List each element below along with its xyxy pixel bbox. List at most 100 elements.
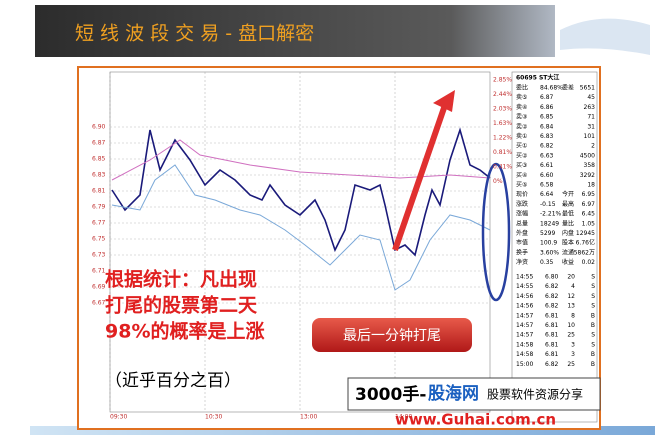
tick-cell: 13 xyxy=(567,303,575,310)
time-label: 13:00 xyxy=(300,414,317,421)
tick-cell: 3 xyxy=(571,341,575,348)
quote-cell: 总量 xyxy=(516,219,528,227)
percent-label: 1.22% xyxy=(493,135,512,142)
tick-cell: 6.81 xyxy=(545,332,559,339)
price-label: 6.69 xyxy=(92,284,106,291)
quote-cell: 收益 xyxy=(562,258,574,266)
quote-cell: 外盘 xyxy=(516,229,528,237)
footer-volume: 3000手- xyxy=(355,384,426,405)
tick-cell: B xyxy=(591,322,595,329)
quote-cell: 6.87 xyxy=(540,94,554,101)
callout-text: 最后一分钟打尾 xyxy=(343,327,441,344)
tick-cell: 14:56 xyxy=(516,303,533,310)
quote-cell: 今开 xyxy=(562,190,574,198)
callout-button xyxy=(312,318,472,352)
tick-cell: 8 xyxy=(571,312,575,319)
tick-cell: S xyxy=(591,274,595,281)
price-label: 6.73 xyxy=(92,252,106,259)
percent-label: 0.41% xyxy=(493,164,512,171)
quote-cell: 买① xyxy=(516,142,527,150)
quote-cell: 6.82 xyxy=(540,143,554,150)
tick-cell: 14:55 xyxy=(516,283,533,290)
quote-cell: 18 xyxy=(587,182,595,189)
price-label: 6.71 xyxy=(92,268,106,275)
quote-cell: 6.86 xyxy=(540,104,554,111)
tick-cell: 6.82 xyxy=(545,361,559,368)
price-label: 6.75 xyxy=(92,236,106,243)
tick-cell: 14:56 xyxy=(516,293,533,300)
tick-cell: 14:58 xyxy=(516,351,533,358)
tick-cell: 14:58 xyxy=(516,341,533,348)
footer-box xyxy=(347,377,601,411)
quote-cell: 358 xyxy=(584,162,596,169)
logo-decoration xyxy=(560,18,650,56)
quote-cell: 5299 xyxy=(540,230,555,237)
quote-cell: 6.58 xyxy=(540,182,554,189)
quote-cell: 18249 xyxy=(540,220,559,227)
quote-cell: 3292 xyxy=(580,172,595,179)
quote-cell: -0.15 xyxy=(540,201,556,208)
quote-cell: 6.84 xyxy=(540,123,554,130)
quote-cell: 3.60% xyxy=(540,249,559,256)
arrow-shaft xyxy=(392,104,448,251)
tick-cell: 6.82 xyxy=(545,303,559,310)
quote-cell: 6.76亿 xyxy=(576,239,595,247)
percent-label: 2.44% xyxy=(493,91,512,98)
annotation-line: 根据统计：凡出现 xyxy=(105,268,257,291)
tick-cell: S xyxy=(591,341,595,348)
quote-cell: 6.83 xyxy=(540,133,554,140)
quote-cell: 现价 xyxy=(516,191,528,198)
quote-cell: 6.60 xyxy=(540,172,554,179)
annotation-line: 打尾的股票第二天 xyxy=(105,294,258,317)
tick-cell: 25 xyxy=(567,361,575,368)
quote-cell: 84.68% xyxy=(540,85,563,92)
quote-cell: 0.35 xyxy=(540,259,554,266)
quote-cell: 委差 xyxy=(562,84,574,92)
tick-cell: 14:57 xyxy=(516,312,533,319)
percent-label: 2.03% xyxy=(493,106,512,113)
quote-cell: 卖③ xyxy=(516,114,527,121)
plot-border xyxy=(109,71,491,413)
quote-cell: 5651 xyxy=(580,85,595,92)
quote-cell: 委比 xyxy=(516,84,528,92)
quote-cell: 卖① xyxy=(516,133,527,140)
time-label: 09:30 xyxy=(110,414,127,421)
tick-cell: S xyxy=(591,303,595,310)
quote-panel xyxy=(511,71,598,423)
quote-cell: 换手 xyxy=(516,248,528,256)
quote-cell: 最低 xyxy=(562,210,574,218)
quote-cell: 涨跌 xyxy=(516,200,528,208)
note: （近乎百分之百） xyxy=(105,371,241,391)
tick-cell: 6.81 xyxy=(545,351,559,358)
tick-cell: S xyxy=(591,293,595,300)
footer-url: www.Guhai.com.cn xyxy=(395,411,556,429)
percent-label: 1.63% xyxy=(493,120,512,127)
quote-cell: 流通 xyxy=(562,248,574,256)
average-line xyxy=(111,139,491,181)
tick-cell: 10 xyxy=(567,322,575,329)
quote-cell: 101 xyxy=(584,133,596,140)
price-line xyxy=(111,127,491,257)
quote-cell: 6.97 xyxy=(582,201,596,208)
footer-brand: 股海网 xyxy=(428,383,479,404)
tick-cell: 20 xyxy=(567,274,575,281)
tick-cell: 3 xyxy=(571,351,575,358)
tick-cell: 6.81 xyxy=(545,322,559,329)
quote-cell: 买④ xyxy=(516,171,527,179)
quote-cell: 买⑤ xyxy=(516,181,527,189)
price-label: 6.85 xyxy=(92,156,106,163)
tick-cell: B xyxy=(591,312,595,319)
tick-cell: 12 xyxy=(567,293,575,300)
highlight-ellipse xyxy=(481,162,511,302)
quote-cell: 0.02 xyxy=(582,259,596,266)
quote-cell: 6.85 xyxy=(540,114,554,121)
quote-cell: 卖② xyxy=(516,123,528,130)
tick-cell: 4 xyxy=(571,283,575,290)
price-label: 6.90 xyxy=(92,124,106,131)
quote-cell: 卖⑤ xyxy=(516,94,527,101)
arrow-head xyxy=(433,90,455,112)
quote-cell: 6.61 xyxy=(540,162,554,169)
tick-cell: S xyxy=(591,332,595,339)
secondary-line xyxy=(111,164,491,291)
